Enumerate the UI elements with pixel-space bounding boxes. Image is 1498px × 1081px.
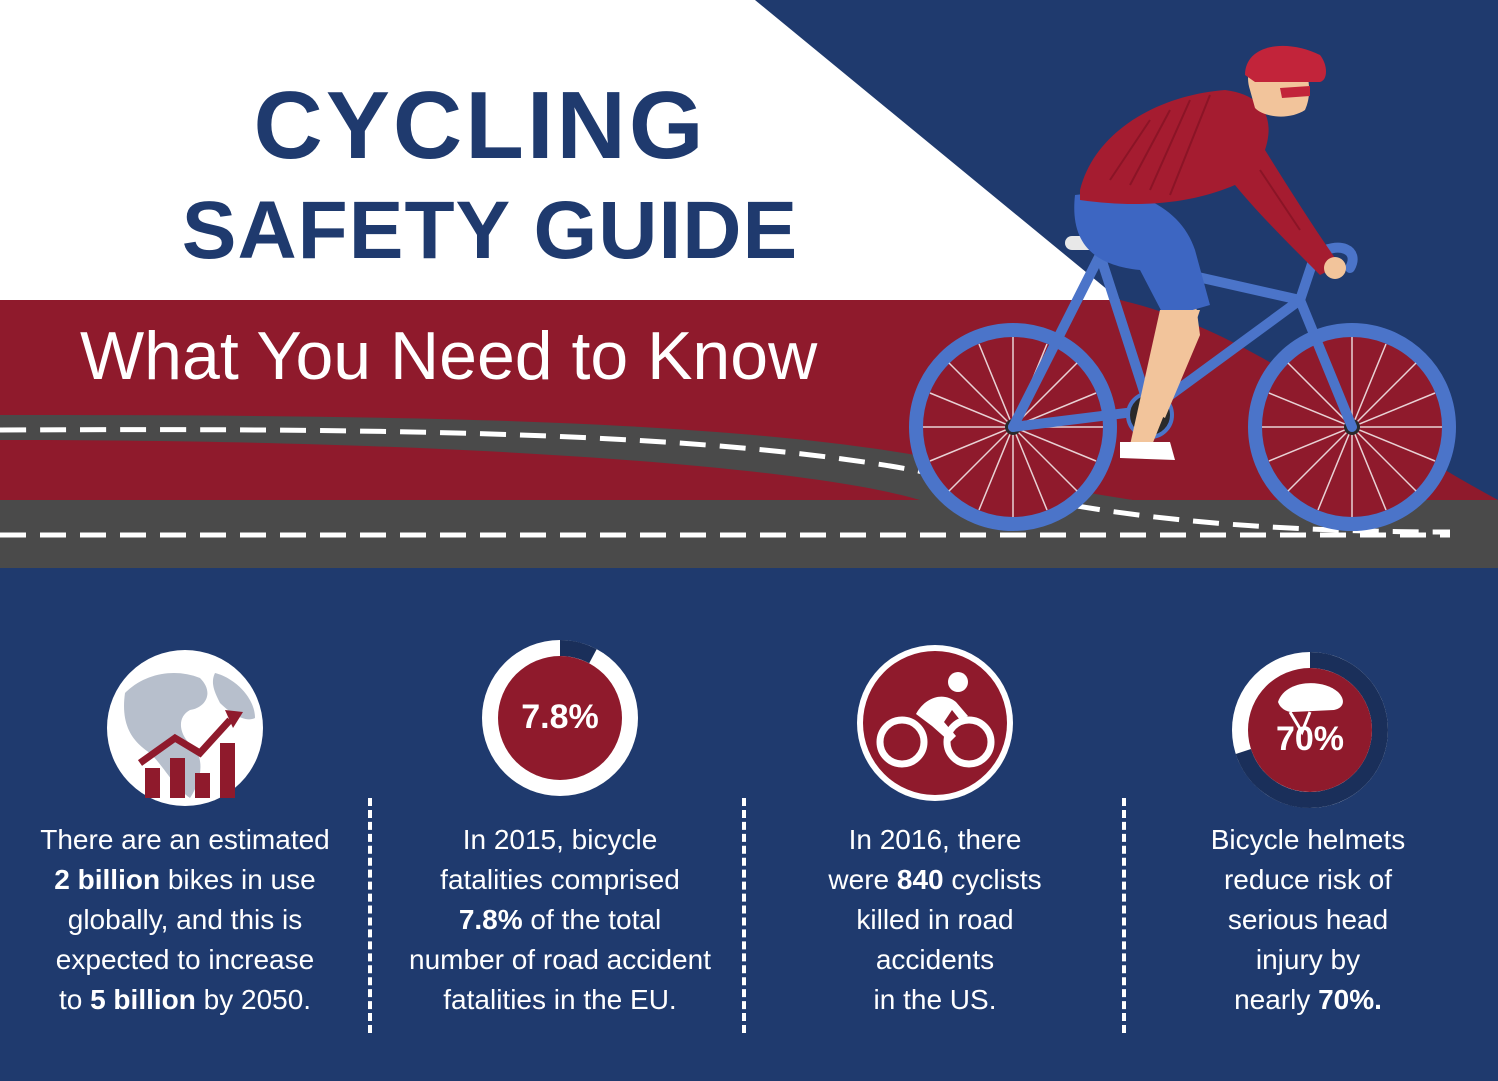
stat-line: There are an estimated (20, 820, 350, 860)
stat-fragment: injury by (1255, 944, 1361, 975)
stat-line: serious head (1143, 900, 1473, 940)
stat-fragment: fatalities in the EU. (443, 984, 677, 1015)
rider-helmet (1245, 45, 1326, 82)
stat-line: Bicycle helmets (1143, 820, 1473, 860)
stat-fragment: to (58, 984, 91, 1015)
stat-fragment: number of road accident (409, 944, 711, 975)
stat-line: injury by (1143, 940, 1473, 980)
stat-line: accidents (770, 940, 1100, 980)
stat-line: nearly 70%. (1143, 980, 1473, 1020)
rider-jersey (1080, 90, 1340, 275)
stat-fragment: accidents (875, 944, 995, 975)
page-tagline: What You Need to Know (80, 318, 818, 394)
stat-fragment: In 2015, bicycle (462, 824, 658, 855)
stat-text-3: In 2016, there were 840 cyclists killed in… (770, 820, 1100, 1020)
stat-highlight: 2 billion (54, 864, 161, 895)
lane-line-curved (0, 427, 1451, 535)
stat-fragment: In 2016, there (848, 824, 1022, 855)
rider-sunglasses (1280, 86, 1310, 98)
stat-fragment: in the US. (873, 984, 997, 1015)
stat-text-1: There are an estimated 2 billion bikes in… (20, 820, 350, 1020)
stat-fragment: were (828, 864, 897, 895)
stat-fragment: fatalities comprised (440, 864, 680, 895)
percent-ring-icon (482, 640, 638, 796)
ring-label-2: 70% (1275, 720, 1345, 758)
stat-highlight: 70%. (1318, 984, 1382, 1015)
stats-section: There are an estimated 2 billion bikes in… (0, 570, 1498, 1081)
hero-white-panel (0, 0, 1120, 300)
stat-line: reduce risk of (1143, 860, 1473, 900)
ring-label-1: 7.8% (521, 698, 599, 736)
stat-line: In 2016, there (770, 820, 1100, 860)
stat-line: fatalities comprised (395, 860, 725, 900)
stat-fragment: reduce risk of (1223, 864, 1393, 895)
stat-line: were 840 cyclists (770, 860, 1100, 900)
stat-highlight: 7.8% (458, 904, 523, 935)
stat-line: to 5 billion by 2050. (20, 980, 350, 1020)
stat-fragment: serious head (1227, 904, 1389, 935)
stat-fragment: globally, and this is (67, 904, 303, 935)
stat-fragment: Bicycle helmets (1210, 824, 1406, 855)
stat-fragment: killed in road (856, 904, 1014, 935)
stat-line: killed in road (770, 900, 1100, 940)
helmet-icon (1278, 683, 1343, 712)
stat-line: 2 billion bikes in use (20, 860, 350, 900)
stat-fragment: nearly (1234, 984, 1319, 1015)
stat-fragment: bikes in use (160, 864, 316, 895)
ring-progress-2 (482, 640, 638, 796)
stat-fragment: expected to increase (55, 944, 315, 975)
rider-shoe (1120, 442, 1175, 460)
stat-fragment: of the total (522, 904, 662, 935)
stat-line: globally, and this is (20, 900, 350, 940)
stat-line: in the US. (770, 980, 1100, 1020)
stat-line: In 2015, bicycle (395, 820, 725, 860)
stat-line: expected to increase (20, 940, 350, 980)
stat-divider-2 (742, 798, 746, 1033)
stat-divider-1 (368, 798, 372, 1033)
stat-highlight: 5 billion (90, 984, 196, 1015)
stat-fragment: cyclists (943, 864, 1042, 895)
stat-fragment: There are an estimated (40, 824, 330, 855)
stat-line: 7.8% of the total (395, 900, 725, 940)
stat-divider-3 (1122, 798, 1126, 1033)
helmet-ring-icon (1232, 652, 1388, 808)
page-subtitle: SAFETY GUIDE (181, 185, 799, 276)
stat-fragment: by 2050. (195, 984, 312, 1015)
rider-shorts (1074, 190, 1210, 318)
cyclist-icon (857, 645, 1013, 801)
stat-line: number of road accident (395, 940, 725, 980)
stat-highlight: 840 (896, 864, 944, 895)
page-title: CYCLING (253, 72, 707, 179)
stat-text-4: Bicycle helmets reduce risk of serious hea… (1143, 820, 1473, 1020)
hero-banner (0, 0, 1498, 570)
bicycle-illustration (909, 236, 1456, 531)
stat-text-2: In 2015, bicycle fatalities comprised 7.8%… (395, 820, 725, 1020)
stat-line: fatalities in the EU. (395, 980, 725, 1020)
cyclist-rider (1074, 45, 1346, 460)
globe-growth-icon (107, 650, 263, 806)
ring-progress-4 (1232, 652, 1388, 808)
